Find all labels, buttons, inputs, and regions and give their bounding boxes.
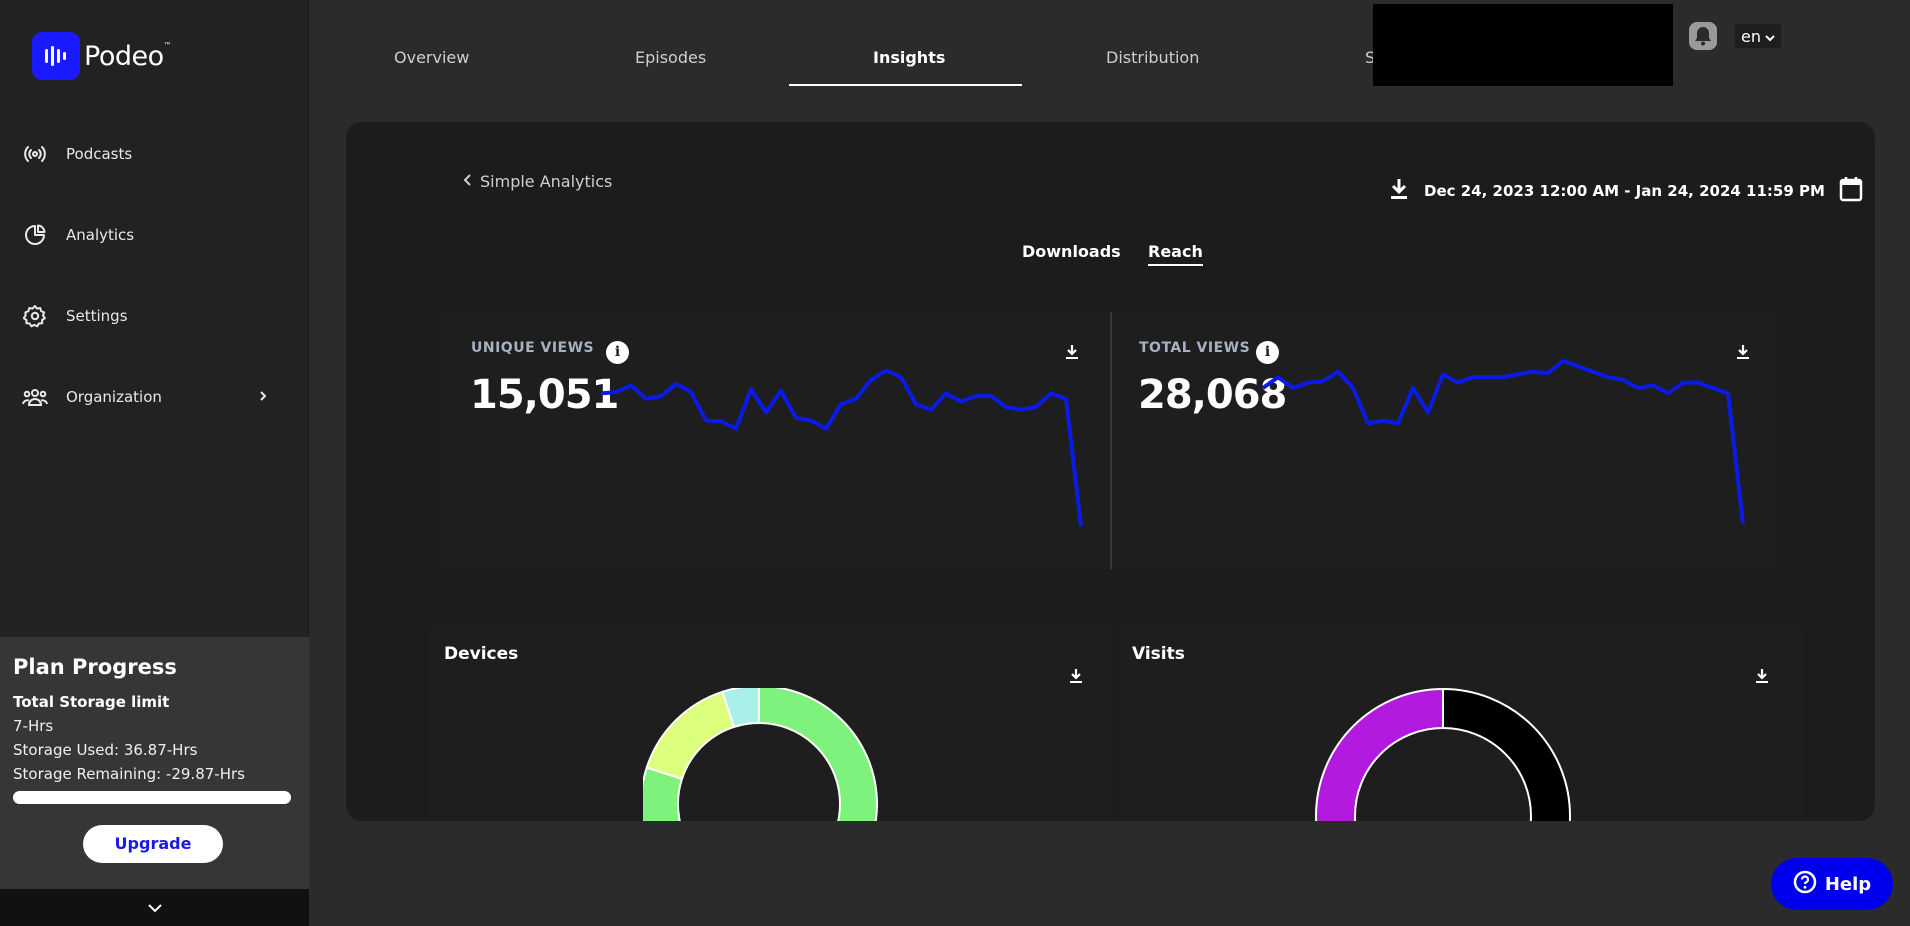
sidebar-item-label: Analytics (66, 226, 135, 244)
bell-icon[interactable] (1688, 21, 1718, 51)
language-select[interactable]: en (1735, 24, 1781, 48)
subtab-downloads[interactable]: Downloads (1022, 242, 1121, 261)
tab-overview[interactable]: Overview (394, 48, 470, 67)
tab-truncated[interactable]: S (1365, 48, 1376, 67)
question-icon (1793, 870, 1817, 899)
chevron-down-icon (147, 898, 163, 917)
tab-episodes[interactable]: Episodes (635, 48, 707, 67)
back-label: Simple Analytics (480, 172, 613, 191)
info-icon[interactable]: i (1256, 341, 1279, 364)
gear-icon (22, 303, 48, 329)
visits-card: Visits (1118, 628, 1804, 821)
sidebar: Podeo™ Podcasts Analytics Settings (0, 0, 309, 926)
podeo-logo[interactable]: Podeo™ (32, 32, 172, 80)
chevron-down-icon (1765, 27, 1775, 46)
chevron-left-icon (462, 172, 472, 191)
total-views-sparkline (1261, 358, 1745, 524)
insights-panel: Simple Analytics Dec 24, 2023 12:00 AM -… (346, 122, 1875, 821)
visits-donut (1315, 688, 1571, 821)
download-icon[interactable] (1069, 668, 1085, 684)
users-icon (22, 384, 48, 410)
pie-chart-icon (22, 222, 48, 248)
tab-insights[interactable]: Insights (873, 48, 946, 67)
storage-limit-value: 7-Hrs (13, 717, 54, 735)
total-views-label: TOTAL VIEWS (1139, 340, 1251, 356)
devices-donut (643, 688, 878, 821)
download-icon[interactable] (1736, 344, 1752, 360)
sidebar-item-label: Settings (66, 307, 128, 325)
plan-progress-title: Plan Progress (13, 655, 177, 679)
visits-title: Visits (1132, 644, 1185, 664)
plan-collapse-toggle[interactable] (0, 889, 309, 926)
date-range-picker[interactable]: Dec 24, 2023 12:00 AM - Jan 24, 2024 11:… (1390, 176, 1863, 206)
tab-distribution[interactable]: Distribution (1106, 48, 1200, 67)
sidebar-item-organization[interactable]: Organization (22, 384, 268, 410)
broadcast-icon (22, 141, 48, 167)
storage-remaining: Storage Remaining: -29.87-Hrs (13, 765, 245, 783)
redacted-area (1373, 4, 1673, 86)
help-label: Help (1824, 873, 1872, 895)
total-views-line (1261, 358, 1745, 524)
brand-name: Podeo™ (84, 40, 172, 72)
plan-progress-panel: Plan Progress Total Storage limit 7-Hrs … (0, 637, 309, 889)
unique-views-card: UNIQUE VIEWS i 15,051 (441, 312, 1108, 569)
download-icon[interactable] (1065, 344, 1081, 360)
donut-slice-2[interactable] (645, 690, 736, 781)
subtab-reach[interactable]: Reach (1148, 242, 1203, 266)
total-views-value: 28,068 (1138, 372, 1287, 418)
info-icon[interactable]: i (606, 341, 629, 364)
storage-used: Storage Used: 36.87-Hrs (13, 741, 198, 759)
unique-views-line (600, 368, 1083, 527)
back-to-simple-analytics[interactable]: Simple Analytics (462, 172, 612, 191)
language-value: en (1741, 26, 1761, 46)
storage-limit-label: Total Storage limit (13, 693, 170, 711)
upgrade-button[interactable]: Upgrade (83, 825, 223, 863)
chevron-right-icon (258, 388, 268, 406)
total-views-card: TOTAL VIEWS i 28,068 (1114, 312, 1774, 569)
donut-slice-1[interactable] (1315, 688, 1444, 821)
date-range-text: Dec 24, 2023 12:00 AM - Jan 24, 2024 11:… (1424, 182, 1825, 200)
active-tab-underline (789, 84, 1022, 86)
devices-card: Devices (428, 628, 1112, 821)
donut-slice-3[interactable] (721, 688, 760, 729)
devices-title: Devices (444, 644, 519, 664)
storage-progress-bar (13, 791, 291, 804)
unique-views-label: UNIQUE VIEWS (471, 340, 595, 356)
sidebar-item-label: Organization (66, 388, 162, 406)
sidebar-item-label: Podcasts (66, 145, 133, 163)
cards-divider (1110, 312, 1112, 569)
donut-slice-0[interactable] (1442, 688, 1571, 821)
donut-slice-1[interactable] (643, 766, 781, 821)
download-icon[interactable] (1755, 668, 1771, 684)
donut-slice-0[interactable] (758, 688, 878, 821)
unique-views-value: 15,051 (470, 372, 619, 418)
sidebar-item-analytics[interactable]: Analytics (22, 222, 268, 248)
unique-views-sparkline (600, 368, 1083, 527)
podeo-logo-icon (32, 32, 80, 80)
calendar-icon[interactable] (1839, 176, 1863, 206)
sidebar-item-podcasts[interactable]: Podcasts (22, 141, 268, 167)
sidebar-item-settings[interactable]: Settings (22, 303, 268, 329)
download-icon[interactable] (1390, 178, 1408, 204)
help-button[interactable]: Help (1771, 858, 1893, 910)
